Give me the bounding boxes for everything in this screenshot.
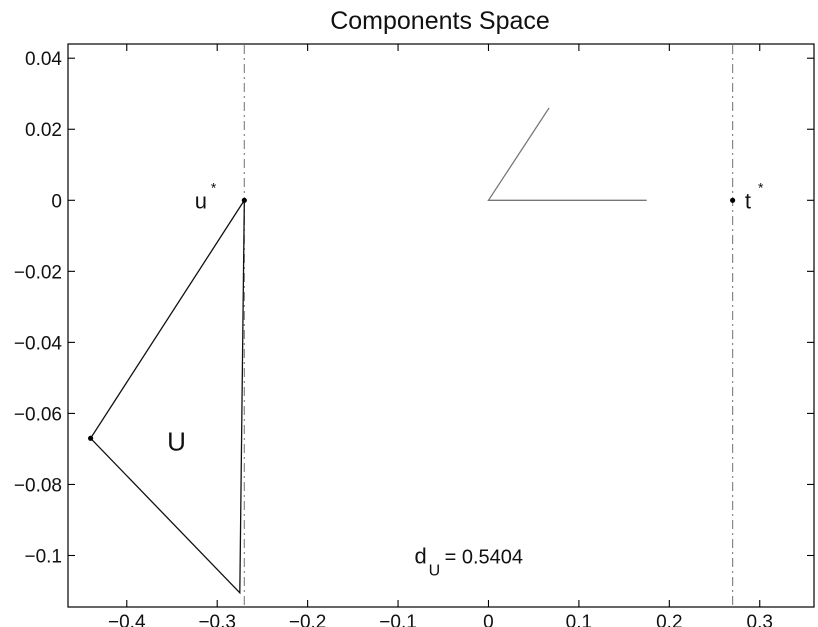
y-tick-label-1: 0.02 xyxy=(25,120,62,141)
y-tick-label-2: 0 xyxy=(51,191,62,212)
annotation-text-3: = 0.5404 xyxy=(445,546,523,568)
x-tick-label-0: −0.4 xyxy=(108,612,146,627)
y-tick-label-7: −0.1 xyxy=(24,546,62,567)
x-tick-label-2: −0.2 xyxy=(289,612,327,627)
y-tick-label-3: −0.02 xyxy=(14,262,62,283)
annotation-label-2: U xyxy=(167,426,186,456)
chart-title: Components Space xyxy=(330,7,550,35)
x-tick-label-7: 0.3 xyxy=(747,612,773,627)
marker-point-2 xyxy=(88,435,94,441)
annotation-base-1: t xyxy=(745,188,751,213)
y-tick-label-6: −0.08 xyxy=(14,475,62,496)
series-line-1 xyxy=(487,107,647,201)
x-tick-label-5: 0.1 xyxy=(566,612,592,627)
series-line-0 xyxy=(89,198,246,595)
y-tick-label-5: −0.06 xyxy=(14,404,62,425)
plot-area: u*t*UdU = 0.5404 xyxy=(88,45,764,606)
annotation-sup-1: * xyxy=(758,179,764,195)
axes-box xyxy=(67,43,815,608)
annotation-base-0: u xyxy=(195,188,207,213)
x-tick-label-6: 0.2 xyxy=(656,612,682,627)
annotation-base-3: d xyxy=(415,543,427,568)
y-tick-label-0: 0.04 xyxy=(25,49,62,70)
annotation-group-0: u* xyxy=(195,179,217,213)
x-tick-label-3: −0.1 xyxy=(379,612,417,627)
x-tick-label-1: −0.3 xyxy=(198,612,236,627)
annotation-group-1: t* xyxy=(745,179,764,213)
axes: −0.4 −0.3 −0.2 −0.1 0 0.1 0.2 0.3 0.04 0.02 0 −0.02… xyxy=(14,43,815,627)
y-tick-label-4: −0.04 xyxy=(14,333,63,354)
annotation-sup-0: * xyxy=(211,179,217,195)
marker-point-0 xyxy=(241,197,247,203)
x-tick-label-4: 0 xyxy=(483,612,494,627)
marker-point-1 xyxy=(730,197,736,203)
annotation-group-3: dU = 0.5404 xyxy=(415,543,524,579)
annotation-sub-3: U xyxy=(429,562,441,579)
